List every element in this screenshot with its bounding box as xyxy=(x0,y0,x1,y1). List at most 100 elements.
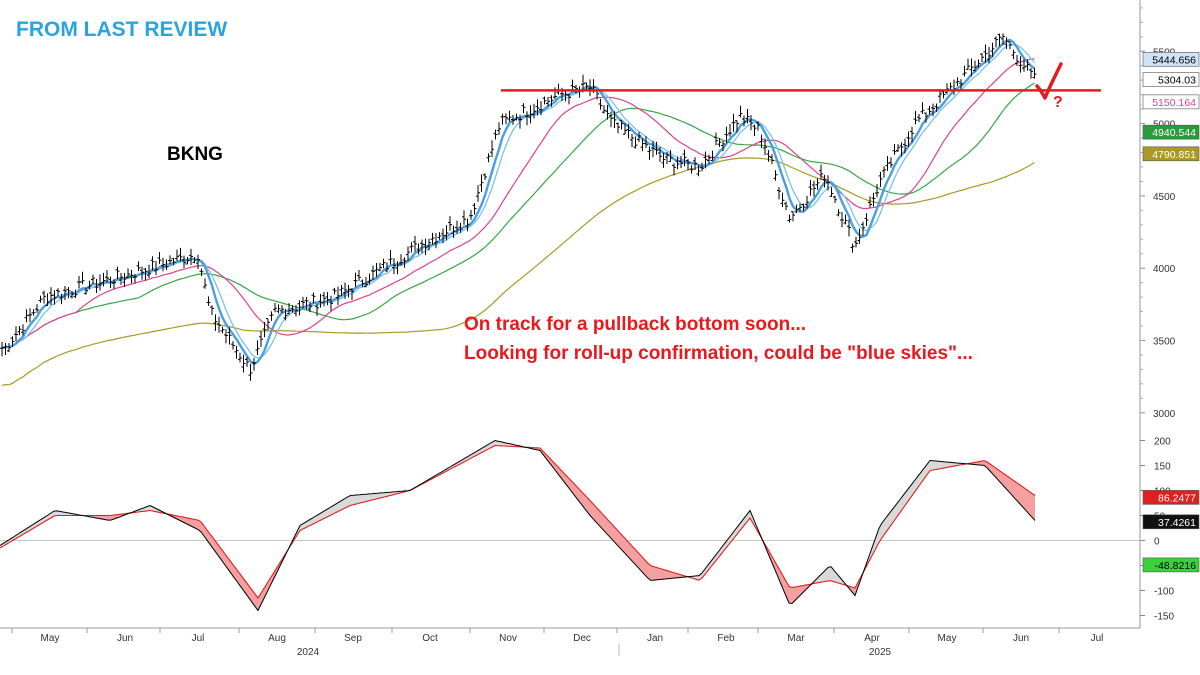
annotation-line-1: On track for a pullback bottom soon... xyxy=(464,314,807,335)
oscillator-fill xyxy=(930,460,933,471)
oscillator-fill xyxy=(705,565,708,575)
tag-osc-slow-box xyxy=(1142,490,1200,505)
osc-tick-label: 200 xyxy=(1154,437,1171,448)
oscillator-fill xyxy=(189,518,192,527)
month-label-mar: Mar xyxy=(787,633,805,644)
oscillator-fill xyxy=(585,495,588,513)
oscillator-fill xyxy=(327,507,330,517)
oscillator-fill xyxy=(384,492,387,497)
oscillator-fill xyxy=(669,571,672,579)
oscillator-fill xyxy=(840,577,843,585)
oscillator-fill xyxy=(267,578,270,593)
price-tick-label: 3000 xyxy=(1153,409,1176,420)
oscillator-fill xyxy=(360,494,363,503)
oscillator-fill xyxy=(816,576,819,584)
oscillator-fill xyxy=(108,515,111,521)
oscillator-fill xyxy=(750,510,753,524)
oscillator-fill xyxy=(1017,482,1020,504)
oscillator-fill xyxy=(882,519,885,538)
tag-ma-200: 4790.851 xyxy=(1152,149,1196,161)
oscillator-fill xyxy=(381,492,384,498)
oscillator-fill xyxy=(591,501,594,520)
oscillator-fill xyxy=(942,461,945,469)
month-label-apr: Apr xyxy=(864,633,880,644)
oscillator-fill xyxy=(795,586,798,601)
tag-ma-50-box xyxy=(1142,94,1200,110)
tag-last-price-box xyxy=(1142,72,1200,87)
oscillator-fill xyxy=(900,495,903,513)
oscillator-fill xyxy=(351,495,354,506)
osc-tick-label: 150 xyxy=(1154,462,1171,473)
oscillator-fill xyxy=(708,561,711,571)
oscillator-fill xyxy=(831,566,834,582)
oscillator-fill xyxy=(624,537,627,556)
oscillator-fill xyxy=(1029,491,1032,518)
oscillator-fill xyxy=(498,441,501,446)
oscillator-fill xyxy=(345,496,348,508)
oscillator-fill xyxy=(501,441,504,446)
oscillator-fill xyxy=(0,543,3,548)
oscillator-fill xyxy=(837,573,840,584)
oscillator-fill xyxy=(1020,485,1023,508)
bottom-axis: May Jun Jul Aug Sep Oct Nov Dec Jan Feb Mar Apr May J… xyxy=(0,627,1140,658)
oscillator-fill xyxy=(198,520,201,532)
oscillator-fill xyxy=(633,547,636,566)
tag-osc-fast-box xyxy=(1142,514,1200,530)
oscillator-fill xyxy=(453,463,456,468)
month-label-may: May xyxy=(938,633,957,644)
month-label-feb: Feb xyxy=(717,633,735,644)
oscillator-fill xyxy=(18,532,21,538)
oscillator-fill xyxy=(195,519,198,530)
oscillator-fill xyxy=(1008,476,1011,495)
oscillator-fill xyxy=(771,554,774,568)
month-label-dec: Dec xyxy=(573,633,591,644)
oscillator-fill xyxy=(948,462,951,468)
month-label-jul: Jul xyxy=(192,633,205,644)
oscillator-fill xyxy=(714,553,717,563)
oscillator-fill xyxy=(672,572,675,579)
tag-osc-diff: -48.8216 xyxy=(1155,560,1197,572)
oscillator-fill xyxy=(321,511,324,520)
osc-tick-label: -100 xyxy=(1154,587,1174,598)
month-label-aug: Aug xyxy=(268,633,286,644)
oscillator-fill xyxy=(987,461,990,471)
oscillator-fill xyxy=(804,584,807,592)
oscillator-fill xyxy=(726,537,729,548)
tag-ma-fast: 5444.656 xyxy=(1152,54,1196,66)
oscillator-fill xyxy=(888,511,891,530)
ticker-label: BKNG xyxy=(167,144,223,165)
oscillator-fill xyxy=(255,593,258,611)
oscillator-fill xyxy=(981,460,984,466)
tag-osc-diff-box xyxy=(1142,557,1200,573)
price-tick-label: 4000 xyxy=(1153,264,1176,275)
oscillator-fill xyxy=(720,545,723,556)
oscillator-fill xyxy=(600,511,603,530)
oscillator-fill xyxy=(6,539,9,545)
ma-fast-thin-line xyxy=(1,43,1035,359)
oscillator-fill xyxy=(579,488,582,506)
oscillator-fill xyxy=(330,505,333,516)
oscillator-fill xyxy=(735,526,738,537)
month-label-jan: Jan xyxy=(647,633,663,644)
annotation-line-2: Looking for roll-up confirmation, could … xyxy=(464,343,973,364)
question-mark: ? xyxy=(1053,94,1063,111)
oscillator-fill xyxy=(630,543,633,563)
oscillator-fill xyxy=(249,585,252,603)
oscillator-fill xyxy=(645,560,648,579)
month-label-sep: Sep xyxy=(344,633,362,644)
oscillator-fill xyxy=(732,530,735,541)
oscillator-fill xyxy=(369,493,372,501)
tag-osc-fast: 37.4261 xyxy=(1158,517,1196,529)
oscillator-fill xyxy=(582,492,585,509)
ma-50-line xyxy=(1,58,1035,349)
oscillator-fill xyxy=(1002,472,1005,488)
oscillator-fill xyxy=(894,503,897,521)
oscillator-fill xyxy=(315,514,318,523)
oscillator-fill xyxy=(999,470,1002,485)
oscillator-fill xyxy=(270,573,273,587)
oscillator-fill xyxy=(372,493,375,500)
oscillator-fill xyxy=(945,461,948,468)
oscillator-fill xyxy=(354,494,357,505)
oscillator-fill xyxy=(1011,478,1014,498)
